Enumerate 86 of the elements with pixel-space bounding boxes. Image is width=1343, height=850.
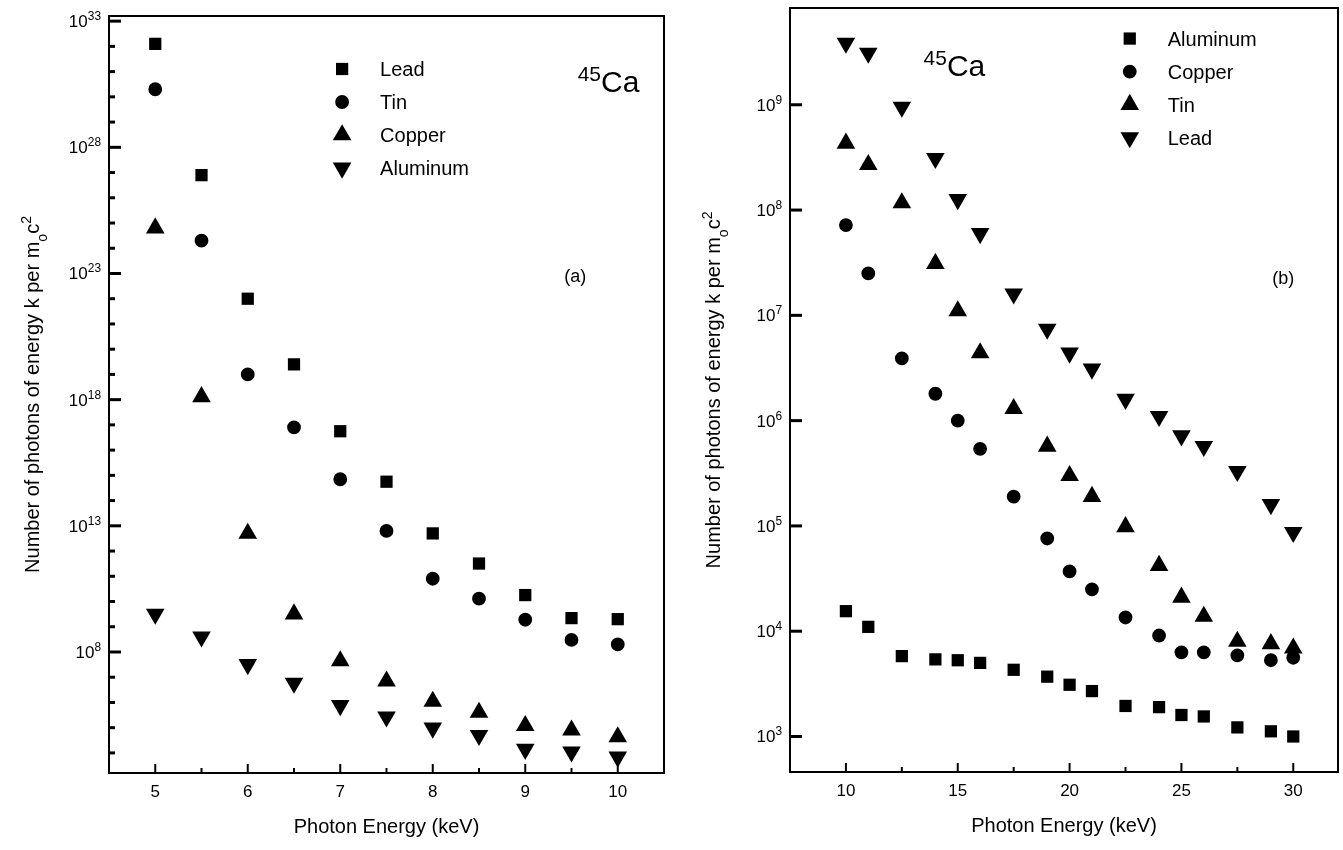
point — [1040, 531, 1055, 546]
y-tick-label: 10$^{4}$ — [756, 619, 783, 642]
point — [1041, 670, 1054, 683]
point — [973, 441, 988, 456]
point — [861, 266, 876, 281]
point — [950, 413, 965, 428]
annotation: (a) — [564, 266, 587, 287]
y-tick-label: 10$^{5}$ — [756, 513, 783, 536]
point — [928, 386, 943, 401]
x-tick-label: 20 — [1060, 781, 1080, 800]
point — [858, 47, 878, 64]
point — [1082, 363, 1102, 380]
point — [1196, 645, 1211, 660]
point — [1060, 347, 1079, 364]
legend-label: Aluminum — [380, 156, 470, 179]
y-tick-label: 10$^{3}$ — [756, 724, 783, 747]
point — [892, 101, 912, 118]
y-tick-label: 10$^{23}$ — [68, 261, 102, 284]
y-tick-label: 10$^{6}$ — [756, 408, 783, 431]
point — [1152, 628, 1166, 643]
y-tick-label: 10$^{33}$ — [68, 9, 102, 32]
legend-label: Copper — [1167, 60, 1234, 83]
point — [1264, 725, 1278, 738]
annotation: (b) — [1272, 268, 1295, 289]
x-tick-label: 7 — [335, 782, 345, 801]
point — [1063, 678, 1076, 691]
point — [1231, 721, 1244, 734]
x-tick-label: 30 — [1283, 781, 1303, 800]
point — [970, 228, 990, 245]
point — [926, 152, 945, 170]
point — [1037, 323, 1057, 340]
point — [951, 654, 964, 667]
y-tick-label: 10$^{8}$ — [75, 639, 102, 662]
point — [1152, 701, 1166, 714]
legend-label: Aluminum — [1167, 27, 1257, 50]
point — [1007, 663, 1020, 676]
point — [1004, 288, 1023, 305]
point — [1283, 526, 1303, 544]
y-tick-label: 10$^{18}$ — [68, 387, 102, 410]
x-tick-label: 9 — [520, 782, 530, 801]
x-tick-label: 10 — [836, 781, 856, 800]
point — [1085, 684, 1099, 698]
y-tick-label: 10$^{13}$ — [68, 513, 102, 536]
y-tick-label: 10$^{28}$ — [68, 135, 102, 158]
point — [1287, 730, 1300, 743]
point — [1174, 645, 1189, 660]
point — [1006, 489, 1021, 504]
point — [929, 653, 942, 666]
x-tick-label: 25 — [1171, 781, 1191, 800]
point — [895, 649, 908, 663]
point — [1228, 465, 1247, 483]
point — [1119, 699, 1132, 713]
point — [862, 620, 875, 633]
point — [1149, 410, 1169, 428]
point — [1197, 710, 1210, 723]
point — [1194, 440, 1214, 458]
legend-label: Tin — [380, 90, 408, 113]
x-axis-title: Photon Energy (keV) — [293, 815, 480, 837]
y-tick-label: 10$^{7}$ — [756, 303, 783, 326]
point — [1116, 393, 1135, 410]
point — [974, 656, 987, 670]
y-tick-label: 10$^{8}$ — [756, 198, 783, 221]
x-tick-label: 10 — [608, 782, 628, 801]
point — [894, 351, 909, 366]
x-tick-label: 8 — [428, 782, 438, 801]
point — [1062, 564, 1077, 579]
point — [1263, 653, 1278, 668]
point — [1118, 610, 1133, 625]
point — [948, 194, 968, 211]
point — [1175, 708, 1188, 722]
point — [1230, 648, 1245, 663]
point — [1172, 430, 1191, 447]
legend-label: Lead — [1167, 126, 1213, 149]
point — [836, 37, 856, 54]
x-tick-label: 15 — [948, 781, 968, 800]
point — [1085, 582, 1099, 597]
point — [839, 605, 853, 618]
annotation: $^{45}$Ca — [577, 61, 640, 98]
legend-label: Copper — [380, 123, 447, 146]
x-tick-label: 6 — [243, 782, 253, 801]
legend-label: Tin — [1167, 93, 1195, 116]
x-axis-title: Photon Energy (keV) — [971, 814, 1157, 836]
x-tick-label: 5 — [150, 782, 160, 801]
annotation: $^{45}$Ca — [923, 45, 986, 83]
legend-label: Lead — [380, 57, 425, 80]
y-tick-label: 10$^{9}$ — [756, 92, 783, 115]
